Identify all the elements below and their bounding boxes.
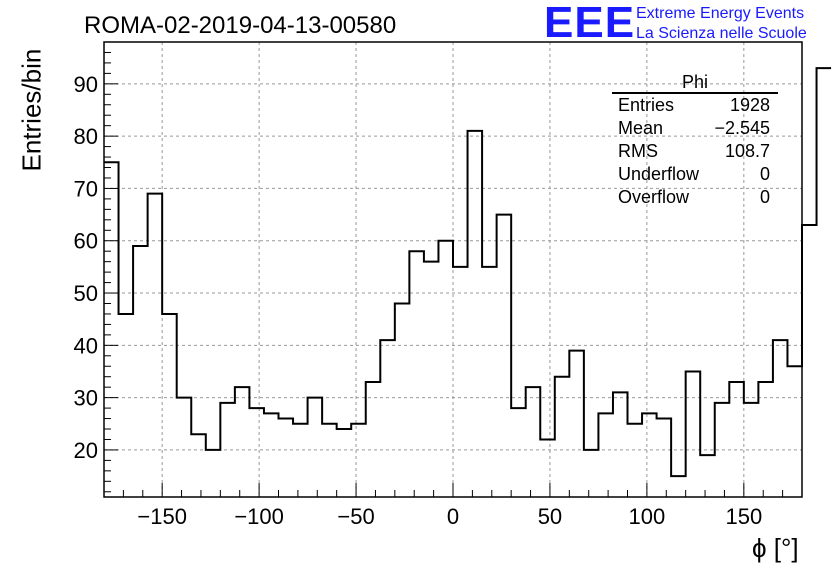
y-tick-label: 50	[74, 281, 98, 306]
stats-row: Overflow 0	[612, 186, 778, 209]
histogram-bin	[409, 251, 424, 497]
histogram-outline	[104, 67, 832, 478]
histogram-bin	[671, 476, 686, 497]
x-tick-label: 0	[447, 504, 459, 529]
histogram-bin	[526, 387, 541, 497]
histogram-bin	[366, 382, 381, 497]
histogram-bin	[540, 439, 555, 497]
histogram-bin	[351, 424, 366, 497]
histogram-bin	[133, 246, 148, 497]
stats-label: Entries	[618, 95, 675, 115]
logo-line-1: Extreme Energy Events	[636, 5, 805, 22]
stats-value: 0	[759, 164, 770, 184]
stats-label: Mean	[618, 118, 664, 138]
logo-line-2: La Scienza nelle Scuole	[636, 25, 807, 42]
histogram-bin	[119, 314, 134, 497]
stats-row: Mean −2.545	[612, 117, 778, 140]
histogram-bin	[787, 366, 802, 497]
histogram-bin	[453, 267, 468, 497]
y-tick-label: 40	[74, 333, 98, 358]
eee-logo: EEE	[544, 0, 636, 47]
y-axis-label: Entries/bin	[16, 48, 47, 172]
x-axis-label: ϕ [°]	[752, 533, 799, 563]
stats-value: 1928	[729, 95, 770, 115]
histogram-bin	[264, 413, 279, 497]
histogram-bin	[438, 241, 453, 497]
logo-caption: Extreme Energy Events La Scienza nelle S…	[636, 4, 807, 44]
stats-box: Phi Entries 1928 Mean −2.545 RMS 108.7 U…	[612, 72, 778, 209]
histogram-bin	[395, 303, 410, 497]
histogram-bin	[758, 382, 773, 497]
y-tick-label: 20	[74, 438, 98, 463]
x-tick-label: −50	[337, 504, 374, 529]
histogram-bin	[191, 434, 206, 497]
histogram-bin	[802, 225, 817, 497]
y-tick-label: 90	[74, 72, 98, 97]
stats-row: RMS 108.7	[612, 140, 778, 163]
histogram-bin	[249, 408, 264, 497]
histogram-bin	[206, 450, 221, 497]
histogram-bin	[308, 398, 323, 497]
histogram-bin	[613, 392, 628, 497]
stats-value: 0	[759, 187, 770, 207]
histogram-bin	[555, 377, 570, 497]
x-tick-label: 150	[725, 504, 762, 529]
histogram-bin	[497, 215, 512, 497]
histogram-bin	[322, 424, 337, 497]
x-tick-label: −150	[137, 504, 187, 529]
stats-row: Entries 1928	[612, 94, 778, 117]
histogram-bin	[337, 429, 352, 497]
stats-header: Phi	[612, 72, 778, 94]
stats-value: −2.545	[714, 118, 770, 138]
histogram-bin	[468, 131, 483, 497]
histogram-bin	[104, 162, 119, 497]
x-tick-label: −100	[234, 504, 284, 529]
histogram-bin	[773, 340, 788, 497]
x-tick-label: 50	[538, 504, 562, 529]
stats-label: RMS	[618, 141, 658, 161]
histogram-bin	[380, 340, 395, 497]
histogram-bin	[817, 68, 832, 497]
histogram-bin	[686, 371, 701, 497]
histogram-bin	[162, 314, 177, 497]
histogram-bin	[424, 262, 439, 497]
histogram-bin	[700, 455, 715, 497]
histogram-bin	[729, 382, 744, 497]
histogram-bin	[642, 413, 657, 497]
y-tick-label: 70	[74, 176, 98, 201]
histogram-bin	[584, 450, 599, 497]
histogram-bin	[235, 387, 250, 497]
histogram-bin	[279, 419, 294, 497]
chart-title: ROMA-02-2019-04-13-00580	[84, 12, 397, 39]
stats-value: 108.7	[724, 141, 770, 161]
histogram-bin	[569, 351, 584, 497]
stats-row: Underflow 0	[612, 163, 778, 186]
histogram-bin	[177, 398, 192, 497]
stats-label: Overflow	[618, 187, 690, 207]
y-tick-label: 30	[74, 386, 98, 411]
histogram-bin	[657, 419, 672, 497]
histogram-bin	[598, 413, 613, 497]
histogram-bin	[482, 267, 497, 497]
x-tick-label: 100	[629, 504, 666, 529]
y-tick-label: 80	[74, 124, 98, 149]
stats-label: Underflow	[618, 164, 700, 184]
histogram-bin	[511, 408, 526, 497]
histogram-bin	[628, 424, 643, 497]
histogram-bin	[293, 424, 308, 497]
y-tick-label: 60	[74, 229, 98, 254]
